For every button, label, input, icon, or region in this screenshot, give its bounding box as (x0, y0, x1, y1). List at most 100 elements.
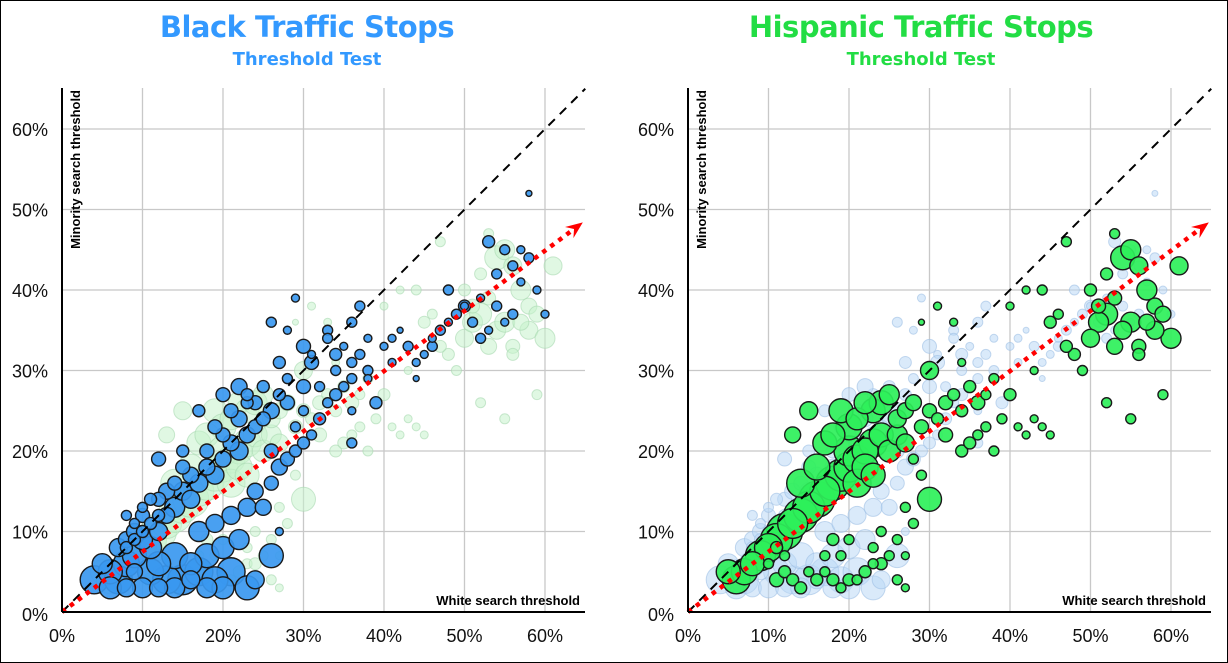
data-point (329, 347, 343, 362)
background-point (265, 574, 277, 586)
background-point (1013, 333, 1023, 343)
background-point (746, 509, 758, 521)
y-tick-label: 10% (638, 523, 674, 543)
data-point (1099, 267, 1114, 281)
data-point (491, 300, 503, 312)
data-point (1129, 256, 1149, 276)
background-point (249, 526, 261, 537)
data-point (281, 372, 294, 385)
y-tick-label: 0% (648, 605, 674, 625)
background-point (377, 388, 391, 402)
data-point (988, 445, 1000, 457)
data-point (1076, 364, 1089, 377)
data-point (290, 293, 301, 303)
background-point (995, 396, 1009, 410)
data-point (330, 364, 342, 377)
data-point (282, 325, 293, 335)
background-point (1068, 284, 1080, 296)
background-point (291, 318, 299, 326)
data-point (466, 316, 479, 328)
data-point (980, 421, 992, 433)
x-tick-label: 50% (446, 626, 482, 646)
x-axis-label: White search threshold (436, 593, 580, 608)
data-point (1036, 284, 1048, 296)
data-point (411, 357, 421, 368)
data-point (913, 419, 930, 435)
x-tick-label: 10% (750, 626, 786, 646)
data-point (379, 341, 389, 352)
data-point (246, 482, 264, 500)
background-point (403, 414, 413, 424)
background-point (395, 285, 405, 295)
data-point (762, 558, 775, 570)
trend-arrowhead (1191, 222, 1209, 239)
data-point (1060, 235, 1073, 248)
panel-black: Black Traffic Stops Threshold Test 0% 10%… (12, 10, 586, 646)
data-point (1120, 239, 1142, 261)
background-point (940, 381, 952, 393)
y-tick-label: 40% (12, 281, 48, 301)
data-point (223, 403, 239, 419)
data-point (1113, 320, 1133, 340)
data-point (937, 427, 954, 443)
background-point (922, 379, 937, 395)
data-point (321, 397, 334, 409)
background-point (417, 315, 431, 329)
background-point (1028, 340, 1040, 352)
background-point (777, 451, 793, 467)
background-point (1117, 300, 1129, 312)
background-point (281, 517, 293, 529)
data-point (354, 300, 366, 312)
background-point (248, 557, 262, 571)
background-point (972, 356, 984, 368)
background-point (1151, 189, 1159, 197)
data-point (116, 578, 137, 598)
data-point (148, 578, 169, 598)
data-point (907, 453, 920, 465)
data-point (258, 542, 284, 569)
background-point (289, 469, 301, 481)
data-point (917, 318, 926, 326)
data-point (1160, 327, 1182, 349)
data-point (819, 549, 831, 562)
data-point (1100, 397, 1113, 409)
reference-line-diagonal (687, 88, 1212, 613)
data-point (289, 421, 302, 433)
data-point (932, 301, 943, 311)
data-point (1059, 339, 1074, 354)
data-point (1105, 337, 1124, 356)
chart-subtitle-hispanic: Threshold Test (846, 49, 996, 70)
data-point (500, 317, 510, 327)
data-point (346, 372, 358, 385)
data-point (907, 517, 920, 530)
background-point (831, 513, 851, 533)
y-tick-label: 40% (638, 281, 674, 301)
data-point (785, 573, 800, 587)
data-point (507, 308, 519, 320)
background-point (426, 308, 438, 320)
background-point (362, 445, 374, 457)
data-point (274, 526, 285, 537)
x-tick-label: 60% (527, 626, 563, 646)
background-point (980, 348, 992, 360)
data-point (972, 429, 984, 441)
data-point (363, 333, 373, 343)
background-point (1037, 357, 1047, 367)
data-point (207, 419, 223, 435)
background-point (273, 501, 285, 513)
data-point (181, 570, 201, 590)
background-point (891, 316, 903, 328)
data-point (1108, 227, 1121, 240)
data-point (819, 566, 831, 578)
data-point (1005, 301, 1015, 311)
chart-title-black: Black Traffic Stops (159, 10, 455, 44)
background-point (531, 389, 543, 401)
background-point (450, 365, 462, 376)
data-point (329, 387, 343, 402)
y-axis-label: Minority search threshold (694, 90, 709, 249)
data-point (346, 356, 358, 369)
data-point (540, 309, 550, 319)
data-point (346, 437, 358, 449)
data-point (288, 444, 303, 458)
background-point (907, 373, 919, 385)
